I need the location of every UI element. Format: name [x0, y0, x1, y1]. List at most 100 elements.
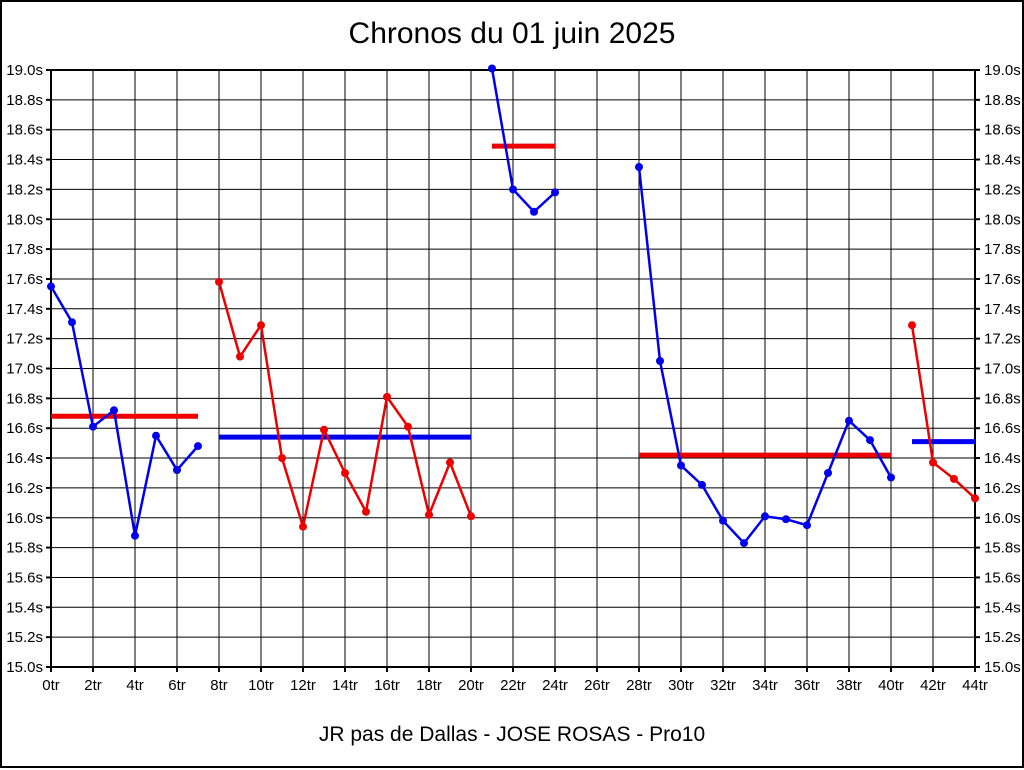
chart-title: Chronos du 01 juin 2025: [348, 17, 676, 50]
y-axis-label-right: 17.2s: [984, 331, 1021, 348]
x-axis-label: 8tr: [210, 677, 228, 694]
data-point: [509, 185, 517, 194]
y-axis-label-left: 15.0s: [6, 659, 43, 676]
x-axis-label: 28tr: [626, 677, 652, 694]
data-point: [782, 515, 790, 524]
y-axis-label-right: 18.0s: [984, 211, 1021, 228]
data-point: [110, 406, 118, 415]
data-point: [803, 521, 811, 530]
y-axis-label-left: 15.2s: [6, 629, 43, 646]
data-point: [971, 494, 979, 503]
y-axis-label-left: 16.6s: [6, 420, 43, 437]
data-point: [152, 431, 160, 440]
y-axis-label-right: 17.8s: [984, 241, 1021, 258]
data-point: [719, 516, 727, 525]
y-axis-label-left: 17.8s: [6, 241, 43, 258]
data-point: [908, 321, 916, 330]
x-axis-label: 18tr: [416, 677, 442, 694]
y-axis-label-right: 18.6s: [984, 122, 1021, 139]
data-point: [677, 461, 685, 470]
data-point: [635, 163, 643, 171]
y-axis-label-left: 16.2s: [6, 480, 43, 497]
y-axis-label-right: 17.6s: [984, 271, 1021, 288]
data-point: [866, 436, 874, 445]
data-point: [740, 539, 748, 548]
y-axis-label-left: 16.8s: [6, 390, 43, 407]
data-point: [383, 392, 391, 401]
data-point: [341, 469, 349, 477]
y-axis-label-right: 16.4s: [984, 450, 1021, 467]
data-point: [845, 416, 853, 425]
x-axis-label: 12tr: [290, 677, 316, 694]
data-point: [173, 466, 181, 474]
y-axis-label-right: 16.6s: [984, 420, 1021, 437]
y-axis-label-right: 19.0s: [984, 62, 1021, 79]
x-axis-label: 24tr: [542, 677, 568, 694]
x-axis-label: 16tr: [374, 677, 400, 694]
data-point: [551, 188, 559, 197]
y-axis-label-left: 18.0s: [6, 211, 43, 228]
data-point: [404, 422, 412, 431]
y-axis-label-right: 18.4s: [984, 152, 1021, 169]
data-point: [215, 277, 223, 286]
y-axis-label-right: 17.4s: [984, 301, 1021, 318]
data-point: [278, 454, 286, 463]
y-axis-label-left: 18.2s: [6, 181, 43, 198]
y-axis-label-right: 15.2s: [984, 629, 1021, 646]
y-axis-label-left: 15.4s: [6, 599, 43, 616]
data-point: [68, 318, 76, 327]
data-point: [47, 282, 55, 291]
y-axis-label-right: 15.8s: [984, 540, 1021, 557]
y-axis-label-left: 16.0s: [6, 510, 43, 527]
data-point: [698, 480, 706, 489]
data-point: [425, 510, 433, 519]
x-axis-label: 30tr: [668, 677, 694, 694]
data-point: [656, 357, 664, 365]
segment-5-line: [910, 325, 976, 500]
data-point: [257, 321, 265, 330]
y-axis-label-left: 18.4s: [6, 152, 43, 169]
data-point: [131, 531, 139, 540]
y-axis-label-left: 15.6s: [6, 569, 43, 586]
data-point: [530, 207, 538, 216]
data-point: [950, 474, 958, 483]
x-axis-label: 32tr: [710, 677, 736, 694]
y-axis-label-right: 18.8s: [984, 92, 1021, 109]
data-point: [467, 512, 475, 521]
data-point: [194, 442, 202, 451]
data-point: [887, 473, 895, 482]
segment-3-line: [490, 68, 556, 214]
y-axis-label-right: 15.0s: [984, 659, 1021, 676]
y-axis-label-right: 16.2s: [984, 480, 1021, 497]
x-axis-label: 42tr: [920, 677, 946, 694]
data-point: [488, 64, 496, 73]
x-axis-label: 20tr: [458, 677, 484, 694]
x-axis-label: 36tr: [794, 677, 820, 694]
segment-1-line: [49, 285, 199, 536]
data-point: [362, 507, 370, 516]
y-axis-label-left: 19.0s: [6, 62, 43, 79]
data-point: [446, 458, 454, 467]
x-axis-label: 0tr: [42, 677, 60, 694]
y-axis-label-left: 16.4s: [6, 450, 43, 467]
y-axis-label-right: 15.6s: [984, 569, 1021, 586]
y-axis-label-left: 17.0s: [6, 361, 43, 378]
x-axis-label: 2tr: [84, 677, 102, 694]
y-axis-label-right: 16.8s: [984, 390, 1021, 407]
data-point: [89, 422, 97, 431]
x-axis-label: 14tr: [332, 677, 358, 694]
y-axis-label-left: 18.6s: [6, 122, 43, 139]
chart-caption: JR pas de Dallas - JOSE ROSAS - Pro10: [318, 723, 706, 746]
x-axis-label: 22tr: [500, 677, 526, 694]
y-axis-label-right: 15.4s: [984, 599, 1021, 616]
data-point: [824, 469, 832, 477]
y-axis-label-right: 17.0s: [984, 361, 1021, 378]
x-axis-label: 40tr: [878, 677, 904, 694]
x-axis-label: 10tr: [248, 677, 274, 694]
y-axis-label-left: 17.6s: [6, 271, 43, 288]
x-axis-label: 6tr: [168, 677, 186, 694]
x-axis-label: 34tr: [752, 677, 778, 694]
x-axis-label: 4tr: [126, 677, 144, 694]
y-axis-label-right: 16.0s: [984, 510, 1021, 527]
